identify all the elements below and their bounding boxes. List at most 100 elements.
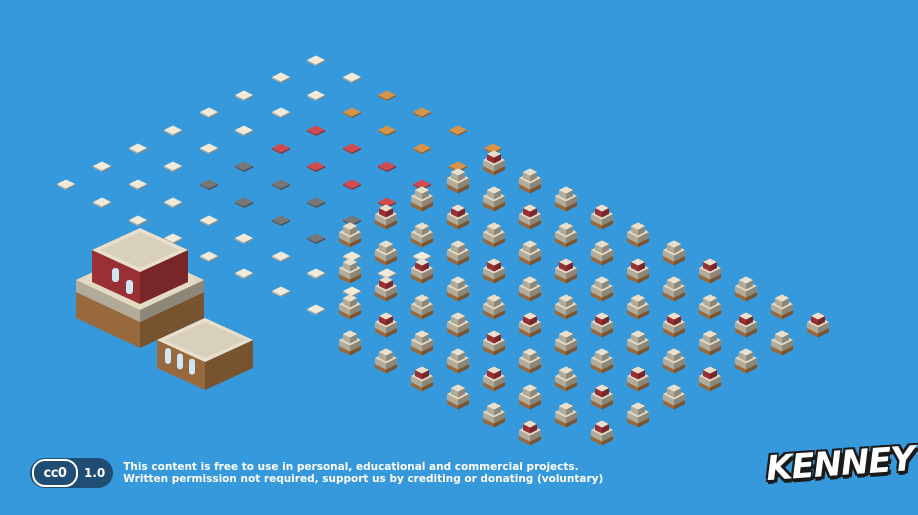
- building-tile: [627, 330, 649, 356]
- building-tile: [447, 240, 469, 266]
- building-tile: [627, 222, 649, 248]
- building-tile: [447, 348, 469, 374]
- building-tile: [699, 294, 721, 320]
- paving-tile: [307, 55, 325, 66]
- building-tile: [699, 258, 721, 284]
- paving-tile: [272, 286, 290, 297]
- building-tile: [591, 240, 613, 266]
- paving-tile: [449, 125, 467, 136]
- paving-tile: [129, 215, 147, 226]
- building-tile: [483, 222, 505, 248]
- building-tile: [771, 330, 793, 356]
- paving-tile: [272, 179, 290, 190]
- paving-tile: [307, 197, 325, 208]
- paving-tile: [200, 179, 218, 190]
- building-tile: [447, 168, 469, 194]
- building-tile: [627, 258, 649, 284]
- paving-tile: [307, 90, 325, 101]
- building-tile: [375, 240, 397, 266]
- window: [189, 358, 195, 375]
- paving-tile: [307, 161, 325, 172]
- building-tile: [591, 312, 613, 338]
- building-tile: [411, 258, 433, 284]
- paving-tile: [272, 251, 290, 262]
- paving-tile: [378, 161, 396, 172]
- paving-tile: [235, 197, 253, 208]
- license-notice: cc0 1.0 This content is free to use in p…: [30, 458, 603, 488]
- building-tile: [627, 366, 649, 392]
- building-tile: [519, 204, 541, 230]
- paving-tile: [413, 143, 431, 154]
- building-tile: [519, 168, 541, 194]
- paving-tile: [343, 72, 361, 83]
- paving-tile: [378, 90, 396, 101]
- building-tile: [483, 366, 505, 392]
- building-tile: [555, 222, 577, 248]
- building-tile: [555, 294, 577, 320]
- building-tile: [663, 276, 685, 302]
- paving-tile: [307, 233, 325, 244]
- window: [112, 268, 119, 282]
- building-tile: [411, 366, 433, 392]
- building-tile: [519, 420, 541, 446]
- paving-tile: [272, 143, 290, 154]
- paving-tile: [272, 107, 290, 118]
- paving-tile: [164, 161, 182, 172]
- building-tile: [627, 402, 649, 428]
- building-tile: [375, 348, 397, 374]
- building-tile: [699, 330, 721, 356]
- paving-tile: [272, 215, 290, 226]
- paving-tile: [200, 251, 218, 262]
- building-tile: [375, 276, 397, 302]
- building-tile: [663, 348, 685, 374]
- paving-tile: [200, 143, 218, 154]
- window: [177, 353, 183, 370]
- building-tile: [735, 276, 757, 302]
- building-tile: [663, 384, 685, 410]
- building-tile: [375, 312, 397, 338]
- paving-tile: [129, 179, 147, 190]
- paving-tile: [307, 304, 325, 315]
- paving-tile: [413, 107, 431, 118]
- license-line-2: Written permission not required, support…: [123, 473, 604, 485]
- building-tile: [339, 330, 361, 356]
- license-line-1: This content is free to use in personal,…: [123, 461, 579, 473]
- large-brown-building: [157, 318, 253, 390]
- building-tile: [555, 402, 577, 428]
- paving-tile: [343, 107, 361, 118]
- building-tile: [699, 366, 721, 392]
- building-tile: [483, 402, 505, 428]
- building-tile: [339, 258, 361, 284]
- building-tile: [627, 294, 649, 320]
- paving-tile: [378, 125, 396, 136]
- paving-tile: [200, 107, 218, 118]
- building-tile: [591, 348, 613, 374]
- building-tile: [555, 330, 577, 356]
- paving-tile: [93, 161, 111, 172]
- building-tile: [519, 312, 541, 338]
- paving-tile: [235, 268, 253, 279]
- building-tile: [519, 276, 541, 302]
- building-tile: [447, 384, 469, 410]
- window: [165, 348, 171, 364]
- paving-tile: [307, 125, 325, 136]
- building-tile: [771, 294, 793, 320]
- paving-tile: [235, 125, 253, 136]
- license-text: This content is free to use in personal,…: [123, 461, 603, 485]
- building-tile: [519, 384, 541, 410]
- building-tile: [483, 150, 505, 176]
- paving-tile: [93, 197, 111, 208]
- building-tile: [555, 366, 577, 392]
- building-tile: [339, 222, 361, 248]
- building-tile: [483, 258, 505, 284]
- paving-tile: [272, 72, 290, 83]
- paving-tile: [343, 286, 361, 297]
- building-tile: [483, 186, 505, 212]
- paving-tile: [307, 268, 325, 279]
- building-tile: [555, 186, 577, 212]
- building-tile: [663, 312, 685, 338]
- cc0-badge: cc0 1.0: [30, 458, 114, 488]
- paving-tile: [235, 233, 253, 244]
- building-tile: [591, 276, 613, 302]
- large-brick-building: [76, 228, 204, 348]
